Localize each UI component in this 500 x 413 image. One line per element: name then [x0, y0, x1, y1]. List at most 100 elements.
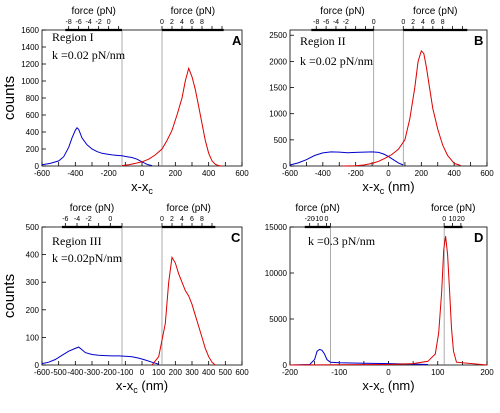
force-tick-label: 0 — [324, 216, 328, 223]
series-line-red — [121, 66, 223, 167]
panel-letter: D — [474, 230, 483, 245]
y-tick-label: 1000 — [269, 110, 287, 119]
x-tick-label: -100 — [331, 368, 348, 377]
force-tick-label: 6 — [431, 19, 435, 26]
y-tick-label: 300 — [26, 278, 40, 287]
y-tick-label: 1600 — [21, 26, 39, 35]
series-line-red — [151, 255, 216, 366]
force-tick-label: 4 — [180, 19, 184, 26]
x-tick-label: 400 — [447, 169, 461, 178]
x-tick-label: 0 — [140, 368, 145, 377]
x-tick-label: -200 — [348, 169, 365, 178]
force-tick-label: -8 — [313, 19, 319, 26]
force-tick-label: -6 — [323, 19, 329, 26]
force-axis-label: force (pN) — [166, 203, 210, 214]
force-tick-label: 4 — [421, 19, 425, 26]
x-tick-label: -500 — [51, 368, 68, 377]
force-tick-label: -2 — [343, 19, 349, 26]
y-tick-label: 1400 — [21, 43, 39, 52]
series-line-blue — [289, 151, 404, 166]
y-tick-label: 15000 — [265, 223, 288, 232]
force-tick-label: -2 — [96, 19, 102, 26]
force-tick-label: -4 — [86, 19, 92, 26]
force-tick-label: -8 — [66, 19, 72, 26]
x-tick-label: -200 — [282, 368, 299, 377]
x-tick-label: -400 — [315, 169, 332, 178]
y-tick-label: 400 — [26, 251, 40, 260]
x-tick-label: 0 — [386, 368, 391, 377]
series-line-red — [342, 49, 461, 167]
x-axis-label: x-xc (nm) — [362, 179, 414, 196]
x-tick-label: 600 — [235, 169, 249, 178]
x-tick-label: 200 — [415, 169, 429, 178]
panel-letter: A — [232, 33, 242, 48]
force-tick-label: 0 — [108, 216, 112, 223]
force-axis-label: force (pN) — [171, 6, 215, 17]
panel-letter: B — [474, 33, 483, 48]
force-tick-label: -6 — [76, 19, 82, 26]
y-tick-label: 600 — [26, 111, 40, 120]
force-tick-label: 0 — [107, 19, 111, 26]
y-tick-label: 2500 — [269, 31, 287, 40]
y-tick-label: 0 — [35, 361, 40, 370]
x-tick-label: 600 — [480, 169, 494, 178]
force-tick-label: -6 — [62, 216, 68, 223]
x-axis-label: x-xc — [131, 179, 153, 196]
x-tick-label: 400 — [202, 169, 216, 178]
series-line-red — [289, 236, 488, 366]
force-axis-label: force (pN) — [295, 203, 339, 214]
y-axis-label: counts — [1, 274, 18, 318]
x-axis-label: x-xc (nm) — [116, 378, 168, 395]
x-tick-label: -600 — [34, 169, 51, 178]
force-tick-label: 8 — [441, 19, 445, 26]
x-tick-label: 200 — [169, 169, 183, 178]
force-tick-label: 0 — [401, 19, 405, 26]
force-tick-label: 8 — [200, 216, 204, 223]
y-tick-label: 200 — [26, 145, 40, 154]
force-axis-label: force (pN) — [431, 203, 475, 214]
annotation-line-2: k =0.02 pN/nm — [300, 54, 374, 68]
x-tick-label: -400 — [67, 169, 84, 178]
plot-frame — [289, 29, 488, 167]
force-tick-label: 2 — [170, 19, 174, 26]
force-tick-label: 6 — [190, 216, 194, 223]
panel-B: -600 -400 -200 0 200 400 600050010001500200025… — [269, 6, 494, 196]
force-axis-label: force (pN) — [70, 203, 114, 214]
force-tick-label: 0 — [372, 19, 376, 26]
y-tick-label: 5000 — [269, 315, 287, 324]
force-tick-label: 0 — [442, 216, 446, 223]
series-line-blue — [289, 348, 428, 366]
force-tick-label: 6 — [190, 19, 194, 26]
x-tick-label: -600 — [34, 368, 51, 377]
x-tick-label: 0 — [386, 169, 391, 178]
x-tick-label: -200 — [101, 368, 118, 377]
annotation-line-1: Region II — [300, 34, 346, 48]
force-tick-label: 10 — [449, 216, 457, 223]
y-tick-label: 500 — [274, 136, 288, 145]
x-tick-label: 200 — [169, 368, 183, 377]
force-tick-label: 2 — [170, 216, 174, 223]
annotation-line-2: k =0.02pN/nm — [52, 251, 123, 265]
annotation-line-1: k =0.3 pN/nm — [308, 234, 376, 248]
x-tick-label: 0 — [140, 169, 145, 178]
y-tick-label: 10000 — [265, 269, 288, 278]
force-tick-label: -2 — [86, 216, 92, 223]
force-axis-label: force (pN) — [413, 6, 457, 17]
y-tick-label: 800 — [26, 94, 40, 103]
series-line-blue — [41, 346, 159, 365]
force-tick-label: 4 — [180, 216, 184, 223]
y-tick-label: 200 — [26, 306, 40, 315]
annotation-line-2: k =0.02 pN/nm — [52, 48, 126, 62]
x-axis-label: x-xc (nm) — [362, 378, 414, 395]
x-tick-label: -600 — [282, 169, 299, 178]
force-tick-label: -20 — [305, 216, 315, 223]
panel-C: -600 -500 -400 -300 -200 -100 0 100 200 300 400 500… — [1, 203, 249, 395]
force-tick-label: -4 — [74, 216, 80, 223]
y-tick-label: 0 — [35, 162, 40, 171]
force-tick-label: 0 — [160, 216, 164, 223]
x-tick-label: 300 — [185, 368, 199, 377]
x-tick-label: 100 — [152, 368, 166, 377]
y-tick-label: 0 — [283, 162, 288, 171]
panel-letter: C — [231, 230, 241, 245]
